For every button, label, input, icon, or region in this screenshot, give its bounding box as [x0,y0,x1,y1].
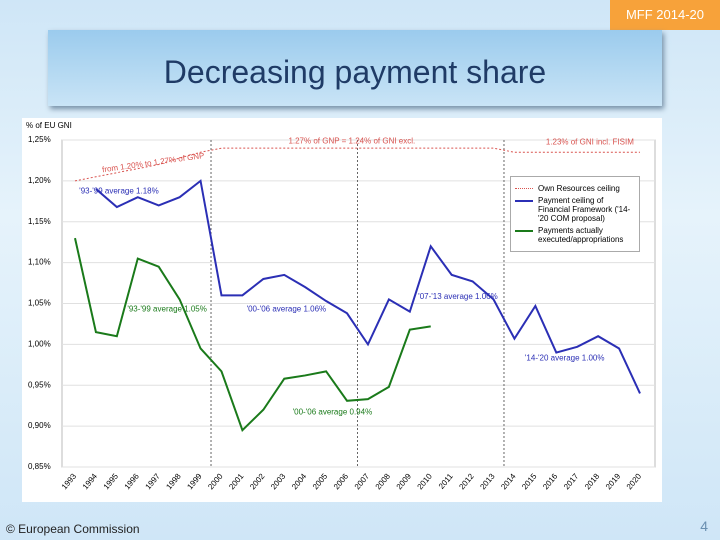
legend-swatch [515,230,533,232]
series-line [74,237,431,433]
legend-item: Payment ceiling of Financial Framework (… [515,196,635,223]
annotation: '93-'99 average 1.05% [127,304,207,313]
y-tick-label: 1,05% [28,299,51,308]
footer: © European Commission [6,522,140,536]
legend-item: Own Resources ceiling [515,184,635,193]
annotation: '14-'20 average 1.00% [525,353,605,362]
annotation: '00-'06 average 1.06% [247,304,327,313]
annotation: 1.27% of GNP = 1.24% of GNI excl. [288,137,415,146]
y-tick-label: 1,00% [28,339,51,348]
series-line [74,147,640,182]
legend-label: Own Resources ceiling [538,184,620,193]
legend-swatch [515,200,533,202]
page-number: 4 [700,518,708,534]
y-tick-label: 1,15% [28,217,51,226]
chart-title: Decreasing payment share [48,30,662,106]
legend: Own Resources ceiling Payment ceiling of … [510,176,640,252]
y-tick-label: 0,95% [28,380,51,389]
legend-label: Payments actually executed/appropriation… [538,226,624,244]
annotation: '00-'06 average 0.94% [293,407,373,416]
y-tick-label: 1,20% [28,176,51,185]
annotation: '93-'99 average 1.18% [79,187,159,196]
legend-label: Payment ceiling of Financial Framework (… [538,196,631,223]
legend-swatch [515,188,533,189]
legend-item: Payments actually executed/appropriation… [515,226,635,244]
y-tick-label: 0,85% [28,462,51,471]
y-tick-label: 0,90% [28,421,51,430]
y-tick-label: 1,25% [28,135,51,144]
series-line [95,179,641,394]
annotation: '07-'13 average 1.06% [418,292,498,301]
slide-tag: MFF 2014-20 [610,0,720,30]
annotation: 1.23% of GNI incl. FISIM [546,138,634,147]
y-axis-label: % of EU GNI [26,121,72,130]
y-tick-label: 1,10% [28,258,51,267]
